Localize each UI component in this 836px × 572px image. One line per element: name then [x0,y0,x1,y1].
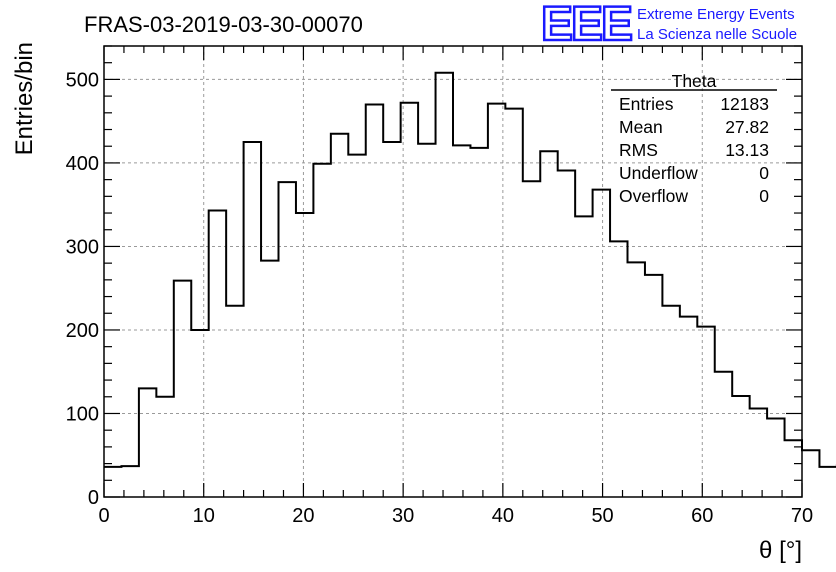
y-tick-label: 500 [66,69,99,91]
histogram-bin [785,440,802,497]
x-tick-label: 40 [492,505,514,527]
histogram-bin [279,182,296,497]
stats-row-label: Overflow [619,186,688,206]
histogram-bin [732,396,749,497]
histogram-bin [244,142,261,497]
y-tick-label: 100 [66,403,99,425]
x-tick-label: 20 [292,505,314,527]
x-tick-label: 30 [392,505,414,527]
histogram-bin [418,144,435,497]
histogram-bin [750,408,767,497]
histogram-bin [209,211,226,497]
histogram-bin [470,148,487,497]
histogram-bin [628,262,645,497]
histogram-bin [139,388,156,497]
logo-line-2: La Scienza nelle Scuole [637,26,797,43]
histogram-bin [383,142,400,497]
stats-row-value: 27.82 [725,117,769,137]
y-tick-labels: 0 100 200 300 400 500 [66,69,99,509]
axis-ticks [103,45,803,498]
histogram-bin [366,104,383,497]
stats-row-value: 12183 [720,94,769,114]
histogram-bin [348,155,365,497]
histogram-bin [575,216,592,497]
histogram-outline [104,71,836,468]
histogram-bin [505,109,522,497]
histogram-bin [156,397,173,497]
x-tick-label: 0 [98,505,109,527]
plot-frame [103,45,803,498]
histogram-bin [610,241,627,497]
logo-line-1: Extreme Energy Events [637,6,795,23]
histogram-bin [697,327,714,497]
y-tick-label: 300 [66,236,99,258]
histogram-bin [645,275,662,497]
stats-row-label: Mean [619,117,663,137]
x-axis-title: θ [°] [759,537,802,564]
histogram-bin [802,450,819,497]
histogram-bin [436,73,453,497]
y-tick-label: 200 [66,320,99,342]
stats-row-label: Underflow [619,163,698,183]
histogram-bin [104,467,121,497]
histogram-bin [523,181,540,497]
histogram-bin [715,372,732,497]
histogram-bin [488,104,505,497]
y-axis-title: Entries/bin [11,42,38,155]
histogram-bin [819,467,836,497]
histogram-bin [401,103,418,497]
histogram-bin [558,170,575,497]
stats-row-label: RMS [619,140,658,160]
histogram-bin [453,145,470,497]
histogram-bin [593,190,610,497]
x-tick-label: 70 [791,505,813,527]
histogram-bin [226,306,243,497]
y-tick-label: 0 [88,487,99,509]
x-tick-label: 60 [691,505,713,527]
histogram-bin [540,151,557,497]
histogram-bin [662,306,679,497]
stats-row-value: 0 [759,163,769,183]
histogram-bin [261,261,278,497]
eee-logo: EEE Extreme Energy Events La Scienza nel… [540,0,797,52]
x-tick-labels: 0 10 20 30 40 50 60 70 [98,505,813,527]
stats-title: Theta [672,71,717,91]
stats-row-value: 13.13 [725,140,769,160]
stats-row-value: 0 [759,186,769,206]
histogram-bin [767,418,784,497]
histogram-bin [191,330,208,497]
x-tick-label: 50 [591,505,613,527]
y-tick-label: 400 [66,153,99,175]
histogram-bin [331,134,348,497]
stats-box: Theta Entries 12183 Mean 27.82 RMS 13.13 Under… [611,71,777,206]
histogram-bin [296,213,313,497]
x-tick-label: 10 [193,505,215,527]
histogram-bin [680,317,697,497]
chart-title: FRAS-03-2019-03-30-00070 [84,12,363,37]
stats-row-label: Entries [619,94,674,114]
logo-mark: EEE [541,0,632,51]
histogram-bin [313,164,330,497]
histogram-bin [174,281,191,497]
